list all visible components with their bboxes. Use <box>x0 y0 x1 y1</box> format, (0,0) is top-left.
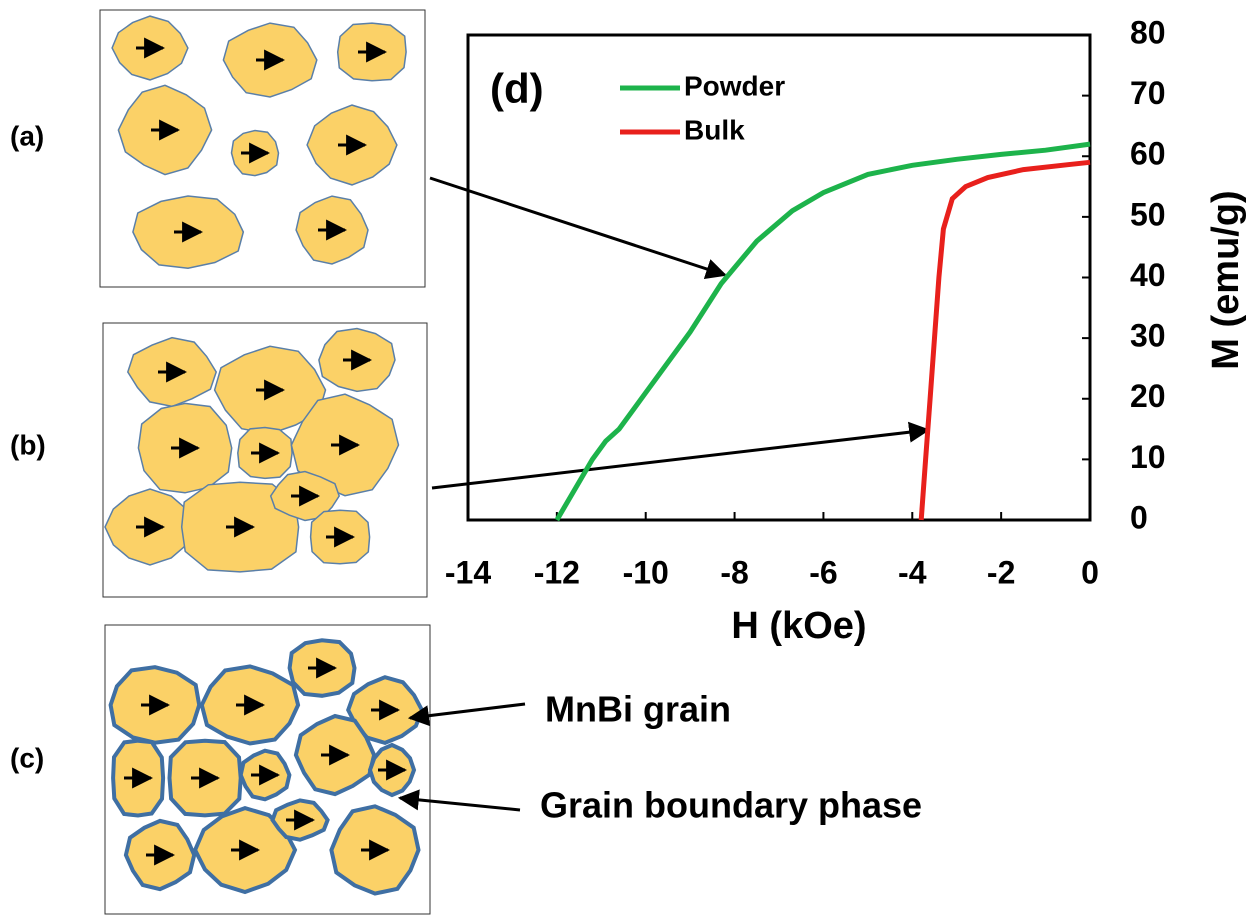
x-axis-label: H (kOe) <box>731 605 866 647</box>
x-tick-label: -14 <box>445 554 491 590</box>
y-axis-label: M (emu/g) <box>1205 190 1247 369</box>
legend-label: Bulk <box>684 114 745 145</box>
y-tick-label: 0 <box>1130 499 1148 535</box>
panel-label: (d) <box>490 65 544 112</box>
y-tick-label: 70 <box>1130 75 1166 111</box>
series-line <box>921 162 1090 520</box>
y-tick-label: 80 <box>1130 14 1166 50</box>
panel-label: (a) <box>10 120 44 151</box>
pointer <box>430 178 725 275</box>
y-tick-label: 60 <box>1130 136 1166 172</box>
x-tick-label: -8 <box>720 554 748 590</box>
x-tick-label: -12 <box>534 554 580 590</box>
y-tick-label: 20 <box>1130 378 1166 414</box>
x-tick-label: -4 <box>898 554 927 590</box>
panel-label: (b) <box>10 429 46 460</box>
x-tick-label: -2 <box>987 554 1015 590</box>
x-tick-label: 0 <box>1081 554 1099 590</box>
y-tick-label: 30 <box>1130 318 1166 354</box>
y-tick-label: 10 <box>1130 439 1166 475</box>
figure: (a) (b) (c) MnBi grain Grain boundary ph… <box>0 0 1252 915</box>
annotation: Grain boundary phase <box>540 785 922 826</box>
x-tick-label: -10 <box>623 554 669 590</box>
annotation: MnBi grain <box>545 689 731 730</box>
pointer <box>432 430 928 488</box>
panel-label: (c) <box>10 742 44 773</box>
x-tick-label: -6 <box>809 554 837 590</box>
y-tick-label: 40 <box>1130 257 1166 293</box>
legend-label: Powder <box>684 70 785 101</box>
y-tick-label: 50 <box>1130 196 1166 232</box>
